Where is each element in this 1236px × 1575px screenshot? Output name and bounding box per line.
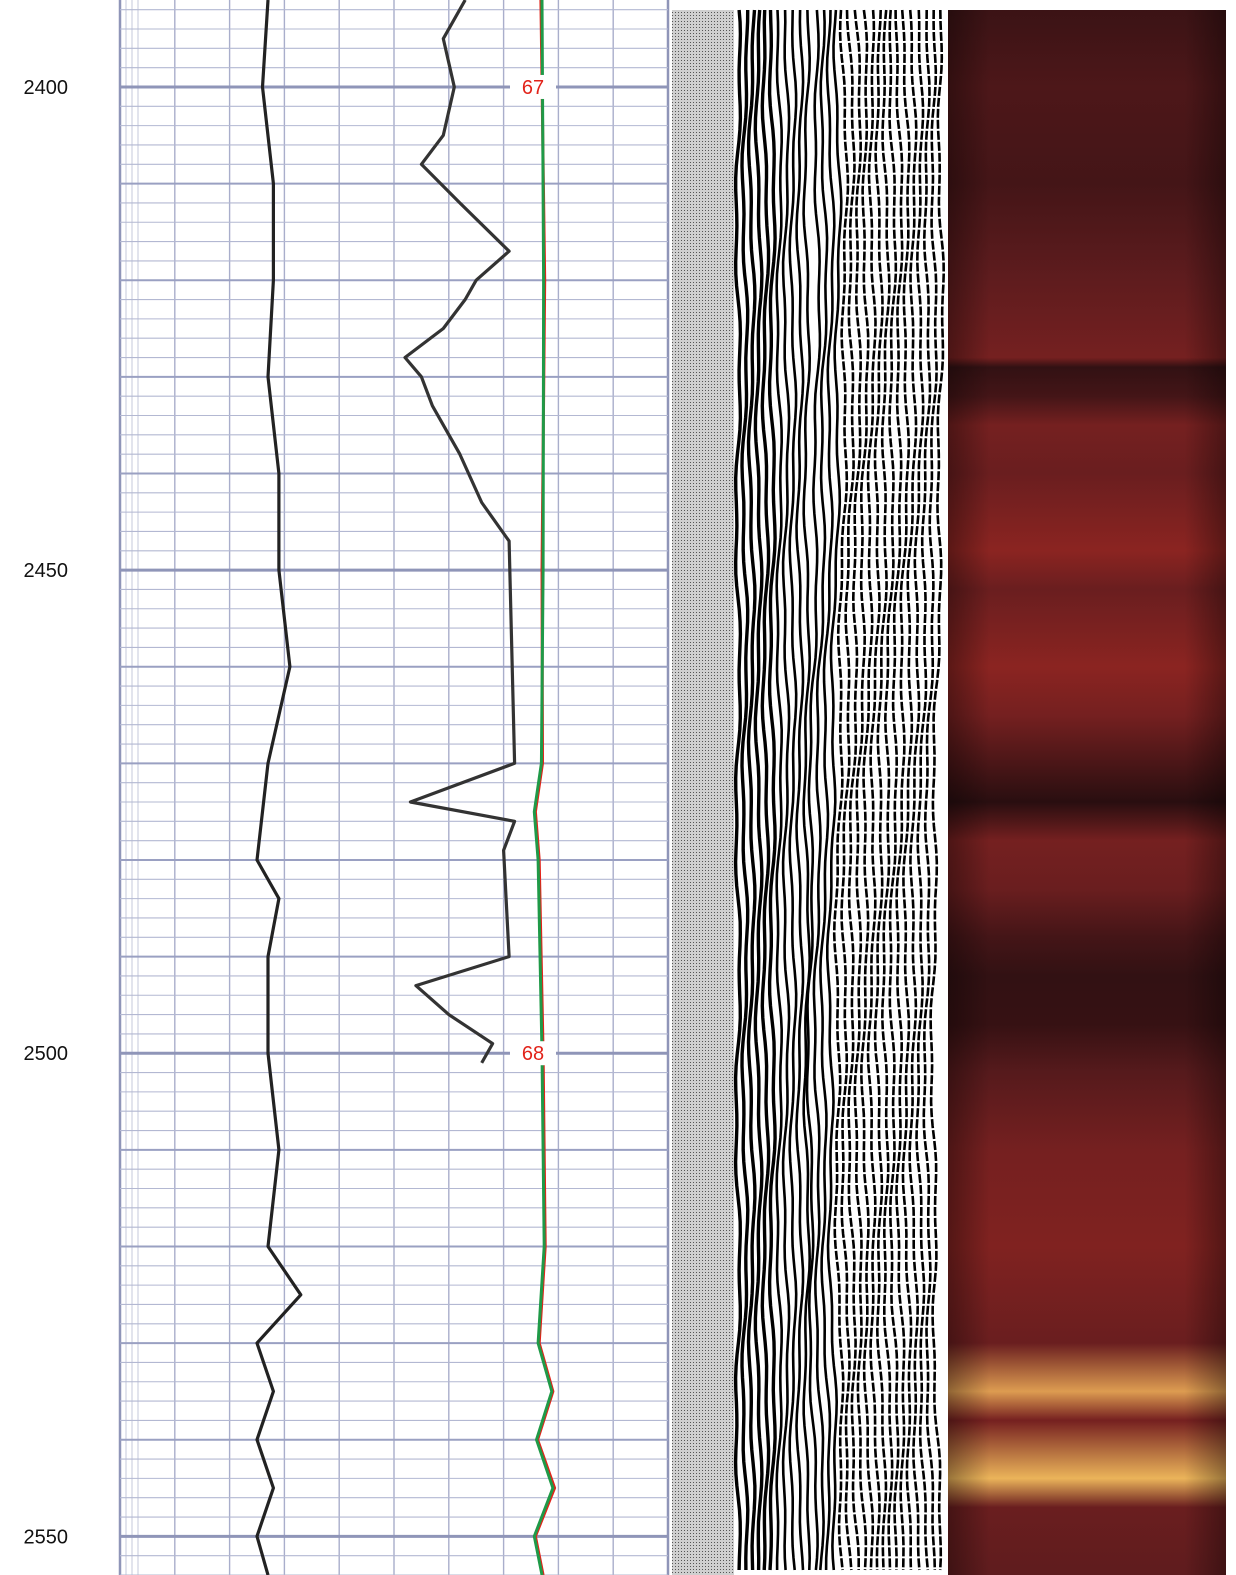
waveform-stripe bbox=[825, 9, 843, 1571]
waveform-stripe bbox=[888, 9, 904, 1571]
waveform-stripe bbox=[819, 9, 836, 1571]
depth-tick-label: 2500 bbox=[24, 1043, 69, 1065]
depth-marker-box bbox=[510, 1041, 556, 1066]
depth-tick-label: 2450 bbox=[24, 560, 69, 582]
image-track-shading bbox=[948, 10, 1226, 1575]
waveform-stripe bbox=[866, 9, 884, 1571]
series-line-1 bbox=[255, 0, 303, 1575]
waveform-stripe bbox=[908, 9, 925, 1571]
depth-axis: 2400 2450 2500 2550 bbox=[24, 77, 69, 1548]
depth-tick-label: 2550 bbox=[24, 1526, 69, 1548]
waveform-stripe bbox=[832, 9, 850, 1571]
waveform-stripe bbox=[760, 9, 771, 1571]
waveform-stripe bbox=[788, 9, 798, 1571]
waveform-stripe bbox=[853, 9, 870, 1571]
waveform-stripe bbox=[740, 9, 750, 1571]
waveform-stripe bbox=[929, 9, 946, 1571]
depth-marker-label: 67 bbox=[522, 77, 544, 99]
series-line-3 bbox=[403, 0, 517, 1064]
waveform-stripe bbox=[812, 9, 829, 1571]
waveform-stripe bbox=[733, 9, 743, 1571]
waveform-stripe bbox=[847, 9, 863, 1570]
waveform-stripe bbox=[767, 9, 777, 1571]
waveform-stripe bbox=[860, 9, 877, 1571]
waveform-stripe bbox=[746, 9, 757, 1571]
image-track bbox=[948, 10, 1226, 1575]
waveform-stripe bbox=[781, 9, 791, 1571]
waveform-track bbox=[672, 9, 946, 1575]
waveform-stripe bbox=[873, 9, 891, 1571]
waveform-stipple-band bbox=[672, 10, 734, 1575]
curve-track-grid bbox=[118, 0, 670, 1575]
waveform-stripe bbox=[915, 9, 932, 1571]
waveform-stripe bbox=[805, 9, 822, 1571]
depth-marker-label: 68 bbox=[522, 1043, 544, 1065]
depth-markers: 67 68 bbox=[510, 74, 556, 1066]
waveform-stripe bbox=[901, 9, 918, 1571]
depth-tick-label: 2400 bbox=[24, 77, 69, 99]
waveform-stripe bbox=[840, 9, 856, 1571]
waveform-stripe bbox=[795, 9, 805, 1571]
waveform-stripe bbox=[922, 9, 938, 1571]
waveform-stripe bbox=[802, 9, 812, 1571]
waveform-stripe bbox=[753, 9, 764, 1571]
waveform-stripe bbox=[895, 9, 911, 1571]
series-line-5 bbox=[532, 0, 555, 1575]
depth-marker-box bbox=[510, 74, 556, 99]
waveform-stripe bbox=[880, 9, 898, 1571]
curve-track bbox=[255, 0, 557, 1575]
waveform-stripe bbox=[775, 9, 784, 1570]
